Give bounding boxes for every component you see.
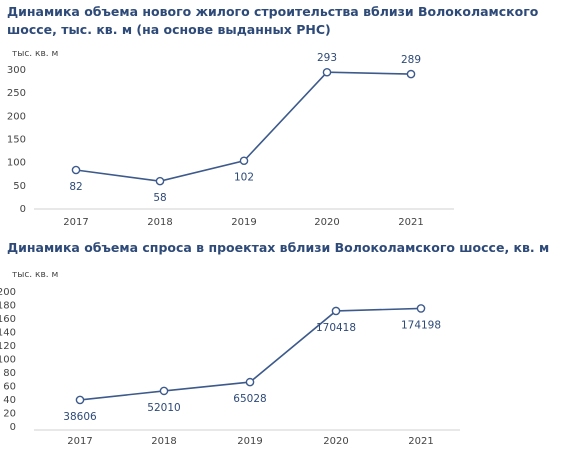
y-tick-label: 20 bbox=[3, 409, 16, 420]
data-point bbox=[155, 176, 165, 186]
y-tick-label: 200 bbox=[0, 287, 16, 298]
y-tick-label: 200 bbox=[7, 111, 26, 122]
data-label: 82 bbox=[69, 181, 82, 193]
data-label: 289 bbox=[401, 54, 421, 66]
data-point bbox=[159, 386, 169, 396]
data-label: 293 bbox=[317, 52, 337, 64]
data-label: 170418 bbox=[316, 322, 356, 334]
y-tick-label: 100 bbox=[7, 158, 26, 169]
data-point bbox=[416, 304, 426, 313]
chart-2-title: Динамика объема спроса в проектах вблизи… bbox=[7, 240, 550, 255]
y-tick-label: 150 bbox=[7, 135, 26, 146]
y-tick-label: 80 bbox=[3, 368, 16, 379]
data-point bbox=[406, 69, 416, 79]
x-tick-label: 2021 bbox=[408, 436, 433, 447]
x-tick-label: 2020 bbox=[323, 436, 348, 447]
data-label: 38606 bbox=[63, 411, 97, 423]
y-tick-label: 120 bbox=[0, 341, 16, 352]
data-label: 58 bbox=[153, 192, 166, 204]
y-tick-label: 60 bbox=[3, 382, 16, 393]
x-tick-label: 2021 bbox=[398, 217, 423, 228]
data-label: 102 bbox=[234, 172, 254, 184]
x-tick-label: 2020 bbox=[314, 217, 339, 228]
data-point bbox=[75, 395, 85, 405]
y-tick-label: 250 bbox=[7, 88, 26, 99]
chart-1-title: Динамика объема нового жилого строительс… bbox=[7, 4, 539, 37]
y-tick-label: 0 bbox=[10, 422, 16, 433]
y-tick-label: 180 bbox=[0, 301, 16, 312]
y-tick-label: 50 bbox=[13, 181, 26, 192]
x-tick-label: 2018 bbox=[147, 217, 172, 228]
x-tick-label: 2019 bbox=[237, 436, 262, 447]
data-label: 174198 bbox=[401, 319, 441, 331]
data-label: 52010 bbox=[147, 402, 180, 414]
y-tick-label: 100 bbox=[0, 355, 16, 366]
y-axis-unit-label: тыс. кв. м bbox=[12, 270, 58, 280]
data-point bbox=[71, 165, 81, 175]
x-tick-label: 2017 bbox=[63, 217, 88, 228]
y-tick-label: 40 bbox=[3, 395, 16, 406]
data-point bbox=[245, 377, 255, 387]
data-point bbox=[322, 67, 332, 77]
y-tick-label: 160 bbox=[0, 314, 16, 325]
y-tick-label: 300 bbox=[7, 65, 26, 76]
y-tick-label: 0 bbox=[20, 204, 26, 215]
y-axis-unit-label: тыс. кв. м bbox=[12, 49, 58, 59]
x-tick-label: 2018 bbox=[151, 436, 176, 447]
x-tick-label: 2019 bbox=[231, 217, 256, 228]
data-point bbox=[331, 306, 341, 316]
data-point bbox=[239, 156, 249, 166]
y-tick-label: 140 bbox=[0, 328, 16, 339]
x-tick-label: 2017 bbox=[67, 436, 92, 447]
data-label: 65028 bbox=[233, 393, 266, 405]
chart-1-plot: тыс. кв. м 0 50 100 150 200 250 300 2017 2018 2019… bbox=[7, 49, 454, 228]
